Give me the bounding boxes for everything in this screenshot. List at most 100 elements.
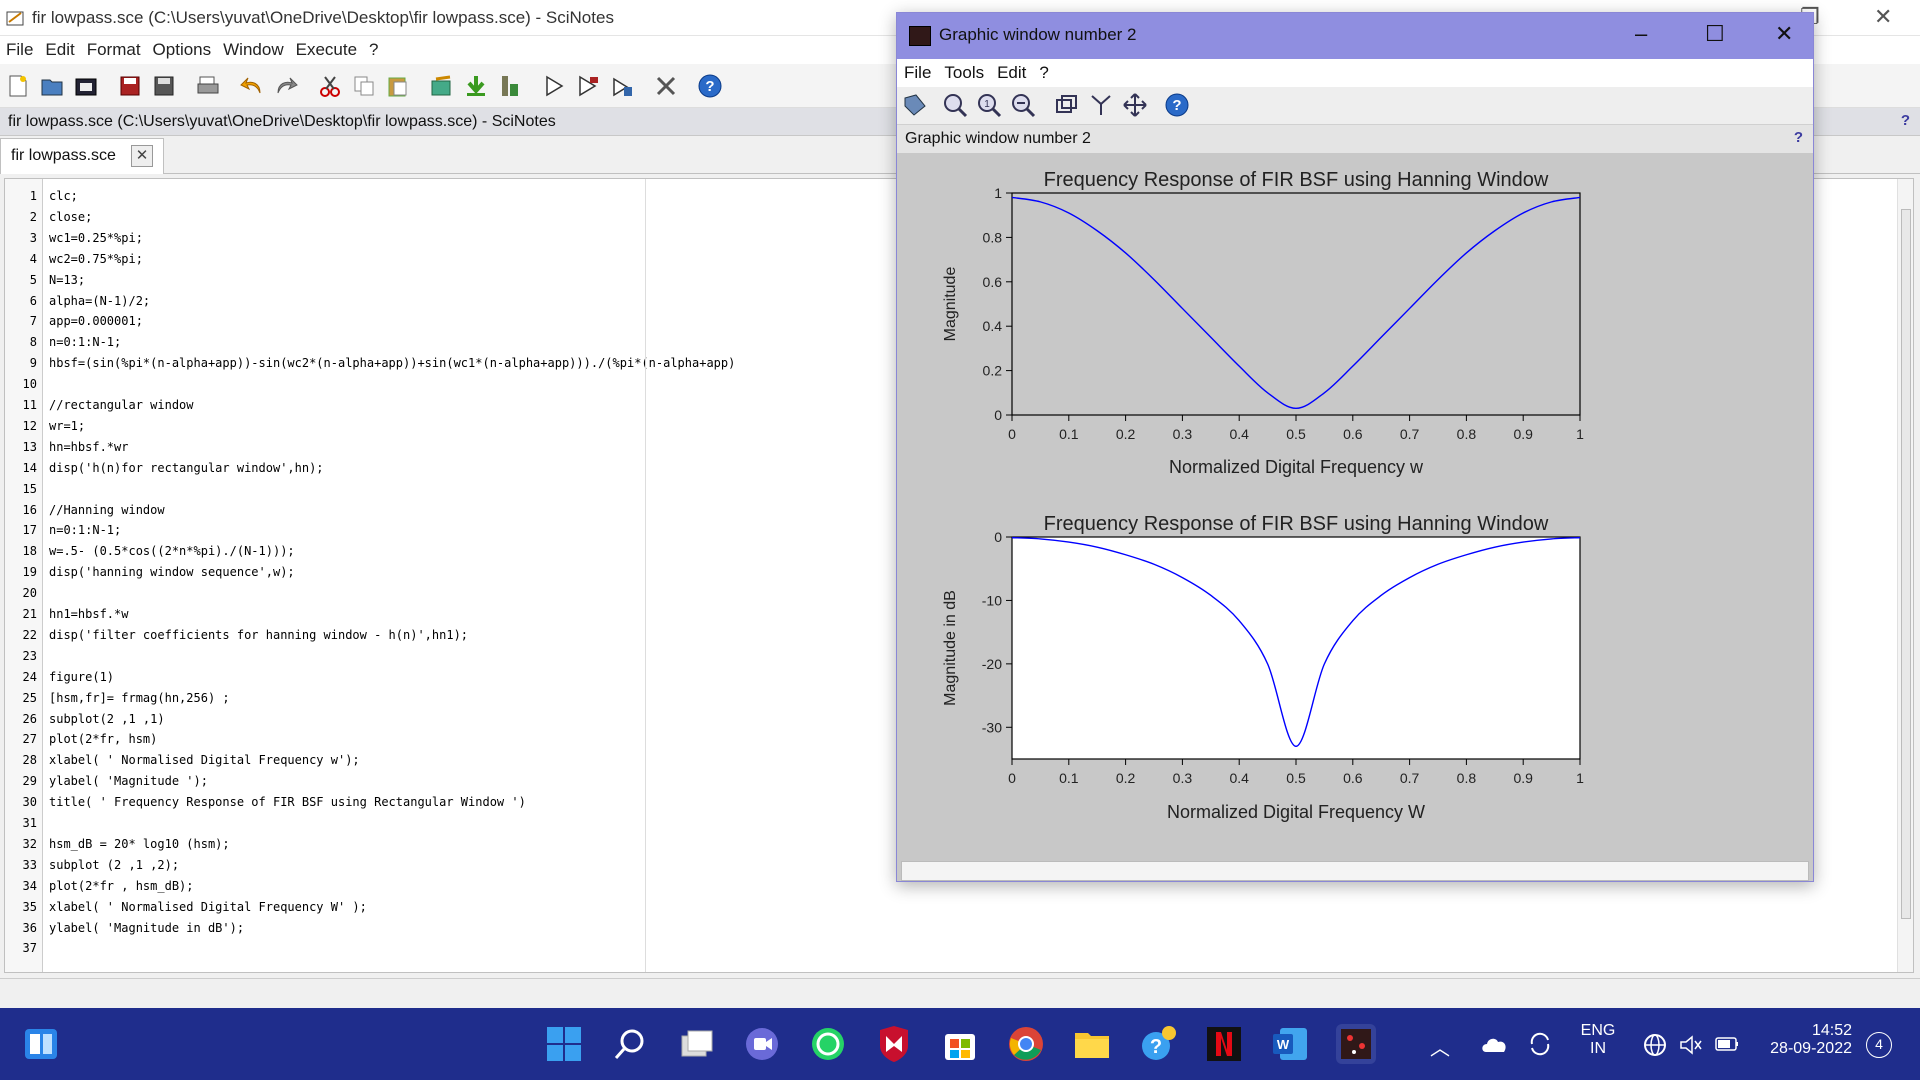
search-icon[interactable] bbox=[610, 1024, 650, 1064]
load-into-scilab-icon[interactable] bbox=[496, 72, 524, 100]
menu-help[interactable]: ? bbox=[369, 40, 379, 59]
code-line[interactable]: ylabel( 'Magnitude in dB'); bbox=[49, 920, 245, 935]
code-line[interactable]: subplot (2 ,1 ,2); bbox=[49, 857, 180, 872]
code-line[interactable]: hn1=hbsf.*w bbox=[49, 607, 129, 621]
graphic-help-icon[interactable]: ? bbox=[1163, 91, 1191, 119]
zoom-in-icon[interactable] bbox=[941, 91, 969, 119]
file-explorer-icon[interactable] bbox=[1072, 1024, 1112, 1064]
close-graphic-window-icon[interactable]: ✕ bbox=[1775, 21, 1794, 46]
code-line[interactable]: hn=hbsf.*wr bbox=[49, 439, 129, 454]
tab-fir-lowpass[interactable]: fir lowpass.sce ✕ bbox=[0, 138, 164, 174]
zoom-reset-icon[interactable]: 1 bbox=[975, 91, 1003, 119]
minimize-icon[interactable]: – bbox=[1635, 21, 1648, 46]
gmenu-help[interactable]: ? bbox=[1039, 63, 1049, 82]
menu-file[interactable]: File bbox=[6, 40, 34, 59]
code-line[interactable]: disp('h(n)for rectangular window',hn); bbox=[49, 460, 324, 475]
code-text-area[interactable]: clc; close; wc1=0.25*%pi; wc2=0.75*%pi; N=13… bbox=[45, 179, 1905, 972]
execute-to-console-icon[interactable] bbox=[462, 72, 490, 100]
code-line[interactable]: title( ' Frequency Response of FIR BSF u… bbox=[49, 795, 526, 810]
code-line[interactable]: wc2=0.75*%pi; bbox=[49, 251, 143, 266]
code-line[interactable]: hbsf=(sin(%pi*(n-alpha+app))-sin(wc2*(n-… bbox=[49, 356, 736, 371]
code-line[interactable]: figure(1) bbox=[49, 669, 115, 684]
network-globe-icon[interactable] bbox=[1642, 1032, 1668, 1063]
gmenu-file[interactable]: File bbox=[904, 63, 932, 82]
open-file-alt-icon[interactable] bbox=[72, 72, 100, 100]
language-indicator[interactable]: ENG IN bbox=[1568, 1022, 1628, 1058]
cut-icon[interactable] bbox=[316, 72, 344, 100]
run-file-icon[interactable] bbox=[608, 72, 636, 100]
get-help-icon[interactable]: ? bbox=[1138, 1024, 1178, 1064]
code-line[interactable]: close; bbox=[49, 209, 93, 224]
paste-icon[interactable] bbox=[384, 72, 412, 100]
zoom-out-icon[interactable] bbox=[1009, 91, 1037, 119]
code-line[interactable]: xlabel( ' Normalised Digital Frequency w… bbox=[49, 753, 360, 768]
code-line[interactable]: hsm_dB = 20* log10 (hsm); bbox=[49, 836, 230, 851]
system-clock[interactable]: 14:52 28-09-2022 bbox=[1722, 1022, 1852, 1058]
code-line[interactable]: wc1=0.25*%pi; bbox=[49, 230, 143, 245]
code-line[interactable]: wr=1; bbox=[49, 418, 86, 433]
save-icon[interactable] bbox=[116, 72, 144, 100]
code-line[interactable]: n=0:1:N-1; bbox=[49, 335, 122, 350]
code-line[interactable]: disp('filter coefficients for hanning wi… bbox=[49, 627, 469, 642]
gmenu-tools[interactable]: Tools bbox=[944, 63, 985, 82]
code-line[interactable]: xlabel( ' Normalised Digital Frequency W… bbox=[49, 899, 367, 914]
code-line[interactable]: plot(2*fr, hsm) bbox=[49, 732, 158, 747]
open-file-icon[interactable] bbox=[38, 72, 66, 100]
response-curve[interactable] bbox=[1011, 196, 1581, 410]
tab-close-icon[interactable]: ✕ bbox=[131, 145, 153, 167]
scilab-taskbar-icon[interactable] bbox=[1336, 1024, 1376, 1064]
graphic-path-help-icon[interactable]: ? bbox=[1793, 129, 1803, 146]
response-curve[interactable] bbox=[1011, 536, 1581, 748]
code-line[interactable]: plot(2*fr , hsm_dB); bbox=[49, 878, 194, 893]
maximize-icon[interactable]: ☐ bbox=[1705, 21, 1725, 46]
netflix-icon[interactable] bbox=[1204, 1024, 1244, 1064]
menu-edit[interactable]: Edit bbox=[45, 40, 75, 59]
notification-badge[interactable]: 4 bbox=[1866, 1032, 1892, 1058]
code-line[interactable]: n=0:1:N-1; bbox=[49, 523, 122, 538]
new-file-icon[interactable] bbox=[4, 72, 32, 100]
save-as-icon[interactable] bbox=[150, 72, 178, 100]
close-main-window-button[interactable]: ✕ bbox=[1874, 4, 1893, 29]
gmenu-edit[interactable]: Edit bbox=[997, 63, 1027, 82]
code-line[interactable]: //rectangular window bbox=[49, 398, 194, 412]
show-hidden-icons-chevron-icon[interactable]: ︿ bbox=[1430, 1038, 1450, 1060]
scrollbar-thumb[interactable] bbox=[1901, 209, 1911, 919]
select-axes-icon[interactable] bbox=[1087, 91, 1115, 119]
task-view-icon[interactable] bbox=[676, 1024, 716, 1064]
run-icon[interactable] bbox=[540, 72, 568, 100]
code-line[interactable]: app=0.000001; bbox=[49, 314, 143, 329]
widgets-icon[interactable] bbox=[24, 1028, 58, 1060]
microsoft-store-icon[interactable] bbox=[940, 1024, 980, 1064]
start-icon[interactable] bbox=[544, 1024, 584, 1064]
plot-svg[interactable]: Frequency Response of FIR BSF using Hann… bbox=[897, 153, 1813, 859]
redo-icon[interactable] bbox=[272, 72, 300, 100]
run-with-echo-icon[interactable] bbox=[574, 72, 602, 100]
editor-vertical-scrollbar[interactable] bbox=[1897, 179, 1913, 972]
find-replace-icon[interactable] bbox=[428, 72, 456, 100]
code-line[interactable]: alpha=(N-1)/2; bbox=[49, 293, 151, 308]
menu-window[interactable]: Window bbox=[223, 40, 284, 59]
path-help-icon[interactable]: ? bbox=[1900, 112, 1910, 129]
battery-icon[interactable] bbox=[1714, 1034, 1740, 1059]
rotate-icon[interactable] bbox=[1053, 91, 1081, 119]
whatsapp-icon[interactable] bbox=[808, 1024, 848, 1064]
code-line[interactable]: ylabel( 'Magnitude '); bbox=[49, 774, 208, 789]
code-line[interactable]: w=.5- (0.5*cos((2*n*%pi)./(N-1))); bbox=[49, 544, 295, 559]
code-line[interactable]: [hsm,fr]= frmag(hn,256) ; bbox=[49, 690, 230, 705]
pan-icon[interactable] bbox=[1121, 91, 1149, 119]
code-line[interactable]: disp('hanning window sequence',w); bbox=[49, 565, 295, 580]
print-icon[interactable] bbox=[194, 72, 222, 100]
teams-chat-icon[interactable] bbox=[742, 1024, 782, 1064]
code-line[interactable]: clc; bbox=[49, 189, 78, 203]
undo-icon[interactable] bbox=[238, 72, 266, 100]
code-line[interactable]: //Hanning window bbox=[49, 502, 165, 517]
preferences-icon[interactable] bbox=[652, 72, 680, 100]
volume-muted-icon[interactable] bbox=[1678, 1032, 1704, 1063]
word-icon[interactable]: W bbox=[1270, 1024, 1310, 1064]
menu-execute[interactable]: Execute bbox=[295, 40, 358, 59]
menu-options[interactable]: Options bbox=[152, 40, 212, 59]
code-line[interactable]: N=13; bbox=[49, 272, 86, 287]
code-line[interactable]: subplot(2 ,1 ,1) bbox=[49, 711, 165, 726]
copy-icon[interactable] bbox=[350, 72, 378, 100]
menu-format[interactable]: Format bbox=[86, 40, 141, 59]
